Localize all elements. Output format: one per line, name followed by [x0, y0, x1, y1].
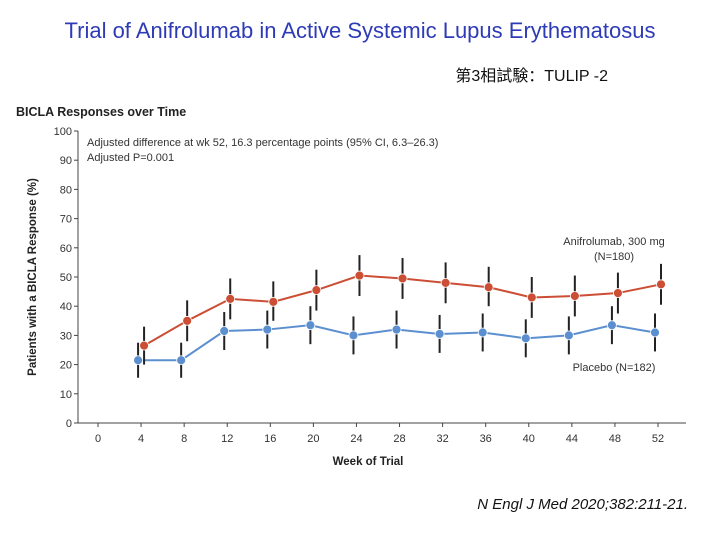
slide-subtitle: 第3相試験：TULIP -2	[455, 68, 608, 85]
data-point-placebo	[607, 320, 617, 331]
x-tick-label: 16	[264, 433, 276, 445]
data-point-placebo	[176, 355, 187, 366]
data-point-anifrolumab	[354, 270, 365, 281]
data-point-anifrolumab	[311, 285, 322, 296]
data-point-anifrolumab	[526, 292, 537, 303]
x-tick-label: 44	[566, 433, 578, 445]
data-point-placebo	[650, 327, 660, 338]
annotation-line-2: Adjusted P=0.001	[87, 152, 174, 164]
series-label-placebo: Placebo (N=182)	[573, 362, 656, 374]
series-n-anifrolumab: (N=180)	[594, 251, 634, 263]
data-point-placebo	[305, 320, 316, 331]
chart-title: BICLA Responses over Time	[16, 105, 186, 119]
data-point-placebo	[477, 327, 488, 338]
data-point-anifrolumab	[397, 273, 408, 284]
data-point-anifrolumab	[182, 315, 193, 326]
y-tick-label: 70	[60, 214, 72, 226]
x-tick-label: 48	[609, 433, 621, 445]
y-tick-label: 80	[60, 184, 72, 196]
x-tick-label: 52	[652, 433, 664, 445]
x-tick-label: 24	[350, 433, 362, 445]
data-point-placebo	[434, 329, 445, 339]
x-tick-label: 28	[393, 433, 405, 445]
y-tick-label: 20	[60, 360, 72, 372]
y-tick-label: 30	[60, 330, 72, 342]
data-point-placebo	[563, 330, 574, 341]
data-point-placebo	[133, 355, 143, 366]
x-tick-label: 4	[138, 433, 144, 445]
slide-title: Trial of Anifrolumab in Active Systemic …	[64, 18, 656, 43]
data-point-anifrolumab	[656, 279, 666, 290]
y-axis-label: Patients with a BICLA Response (%)	[27, 178, 39, 376]
data-point-anifrolumab	[483, 282, 494, 293]
x-tick-label: 36	[480, 433, 492, 445]
y-tick-label: 100	[54, 126, 72, 138]
annotation-line-1: Adjusted difference at wk 52, 16.3 perce…	[87, 137, 438, 149]
y-tick-label: 40	[60, 301, 72, 313]
data-point-anifrolumab	[139, 340, 149, 351]
y-tick-label: 50	[60, 272, 72, 284]
data-point-anifrolumab	[268, 296, 279, 307]
x-tick-label: 12	[221, 433, 233, 445]
series-layer	[133, 255, 666, 378]
data-point-placebo	[391, 324, 402, 335]
data-point-placebo	[219, 326, 230, 336]
y-tick-label: 90	[60, 155, 72, 167]
y-tick-label: 10	[60, 389, 72, 401]
x-tick-label: 32	[436, 433, 448, 445]
data-point-anifrolumab	[613, 288, 623, 298]
citation: N Engl J Med 2020;382:211-21.	[477, 496, 688, 513]
x-tick-label: 8	[181, 433, 187, 445]
data-point-placebo	[348, 330, 359, 341]
data-point-placebo	[520, 333, 531, 344]
series-label-anifrolumab: Anifrolumab, 300 mg	[563, 236, 665, 248]
series-placebo	[133, 306, 660, 378]
data-point-anifrolumab	[569, 291, 580, 301]
x-tick-label: 20	[307, 433, 319, 445]
x-axis-label: Week of Trial	[333, 456, 404, 468]
data-point-anifrolumab	[440, 277, 451, 288]
data-point-placebo	[262, 324, 273, 335]
x-tick-label: 0	[95, 433, 101, 445]
x-tick-label: 40	[523, 433, 535, 445]
series-anifrolumab	[139, 255, 666, 365]
y-tick-label: 0	[66, 418, 72, 430]
y-tick-label: 60	[60, 243, 72, 255]
data-point-anifrolumab	[225, 293, 236, 304]
